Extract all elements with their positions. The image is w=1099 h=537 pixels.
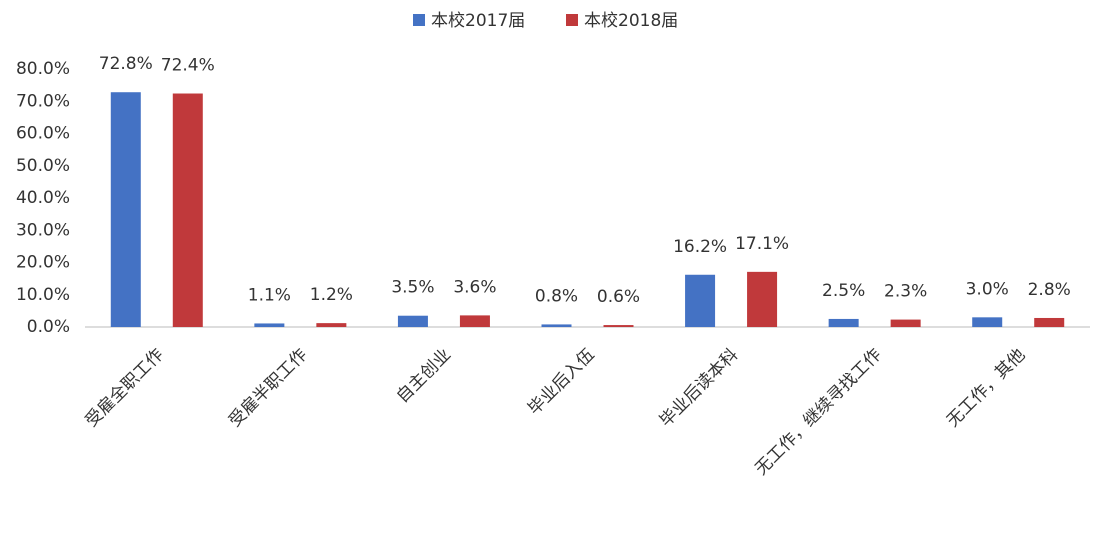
data-label: 3.5% xyxy=(391,278,434,298)
data-label: 1.2% xyxy=(310,285,353,305)
x-tick-label: 毕业后读本科 xyxy=(656,345,742,431)
y-tick-label: 30.0% xyxy=(16,220,70,240)
bar xyxy=(316,323,347,327)
bar xyxy=(603,325,634,327)
y-tick-label: 20.0% xyxy=(16,253,70,273)
x-tick-label: 无工作，继续寻找工作 xyxy=(751,345,885,479)
bar xyxy=(1034,317,1065,327)
y-tick-label: 10.0% xyxy=(16,285,70,305)
legend-swatch xyxy=(566,14,578,26)
data-label: 3.6% xyxy=(453,277,496,297)
bar xyxy=(747,271,778,327)
x-tick-label: 自主创业 xyxy=(393,345,455,407)
y-tick-label: 60.0% xyxy=(16,124,70,144)
y-tick-label: 80.0% xyxy=(16,59,70,79)
bar xyxy=(828,318,859,327)
data-label: 16.2% xyxy=(673,237,727,257)
data-label: 0.8% xyxy=(535,286,578,306)
bar xyxy=(459,315,490,327)
data-label: 17.1% xyxy=(735,234,789,254)
data-label: 2.5% xyxy=(822,281,865,301)
data-label: 1.1% xyxy=(248,285,291,305)
data-label: 3.0% xyxy=(966,279,1009,299)
y-tick-label: 40.0% xyxy=(16,188,70,208)
data-label: 2.3% xyxy=(884,282,927,302)
bar xyxy=(541,324,572,327)
legend-label: 本校2017届 xyxy=(431,11,525,31)
y-tick-label: 50.0% xyxy=(16,156,70,176)
y-tick-label: 0.0% xyxy=(27,317,70,337)
bar xyxy=(397,315,428,327)
data-label: 72.8% xyxy=(99,54,153,74)
x-tick-label: 受雇半职工作 xyxy=(225,345,311,431)
legend-label: 本校2018届 xyxy=(584,11,678,31)
legend-swatch xyxy=(413,14,425,26)
bar xyxy=(110,92,141,327)
x-tick-label: 受雇全职工作 xyxy=(82,345,168,431)
data-label: 2.8% xyxy=(1028,280,1071,300)
bar xyxy=(685,274,716,327)
x-tick-label: 毕业后入伍 xyxy=(524,345,598,419)
x-tick-label: 无工作，其他 xyxy=(943,345,1029,431)
y-tick-label: 70.0% xyxy=(16,91,70,111)
bar xyxy=(254,323,285,327)
data-label: 0.6% xyxy=(597,287,640,307)
bar xyxy=(172,93,203,327)
bar xyxy=(890,319,921,327)
bar xyxy=(972,317,1003,327)
data-label: 72.4% xyxy=(161,56,215,76)
